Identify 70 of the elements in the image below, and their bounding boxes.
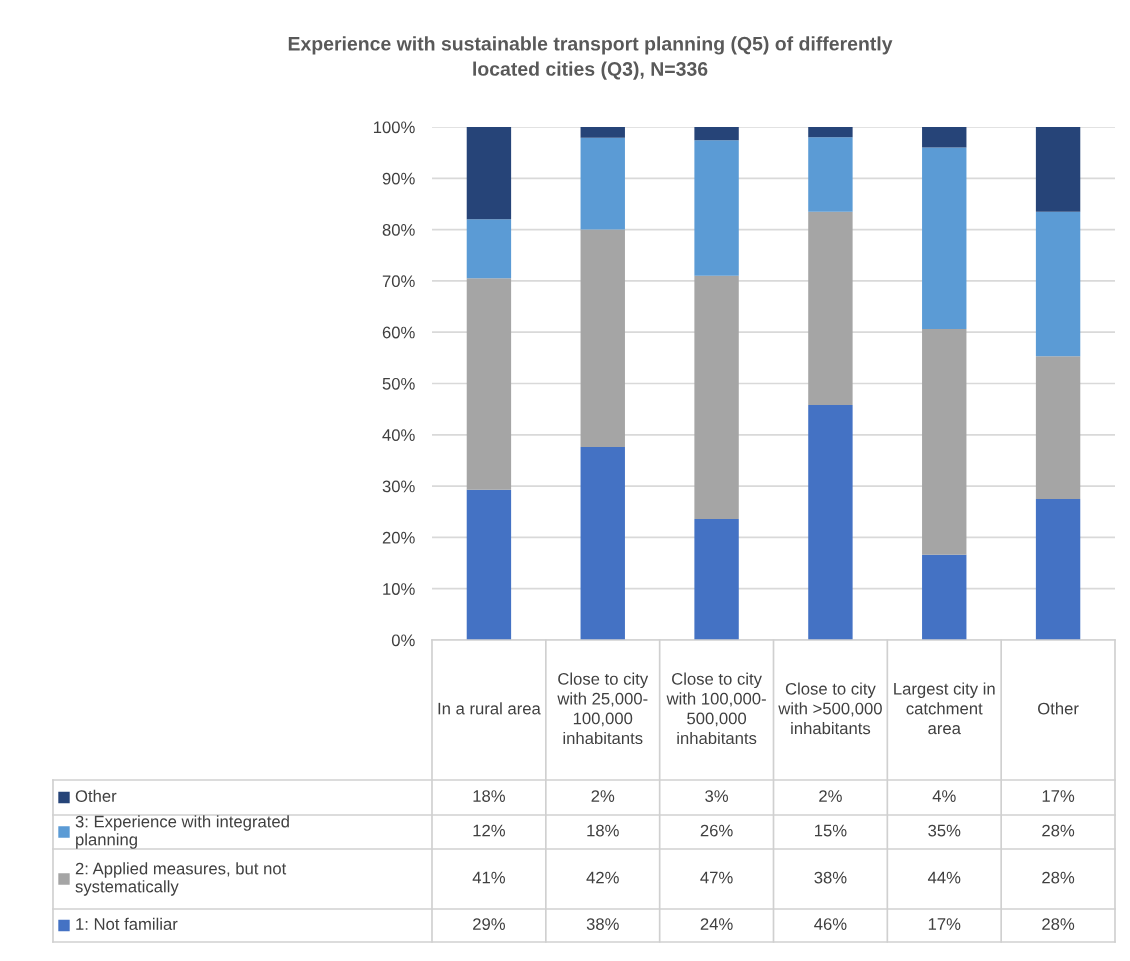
x-tick-label: In a rural area <box>438 702 541 715</box>
y-tick-label: 60% <box>382 326 415 339</box>
legend-label: Other <box>75 789 117 802</box>
legend-label: 1: Not familiar <box>76 917 178 930</box>
data-label: 42% <box>586 871 619 884</box>
x-tick-label: Close to city with >500,000 inhabitants <box>778 682 882 735</box>
y-tick-label: 30% <box>382 480 415 493</box>
legend-label: 2: Applied measures, but not systematically <box>75 862 287 896</box>
bar <box>1035 127 1081 212</box>
bar <box>922 554 967 640</box>
data-label: 4% <box>932 790 956 802</box>
y-tick-label: 70% <box>382 275 415 288</box>
bar <box>1035 498 1081 640</box>
bar <box>466 278 512 490</box>
bar <box>466 219 512 279</box>
data-label: 2% <box>819 790 842 802</box>
bar <box>694 518 739 640</box>
x-tick-label: Close to city with 100,000-500,000 inhabitants <box>666 672 766 745</box>
bar <box>808 405 853 640</box>
data-label: 28% <box>1042 918 1075 930</box>
bar <box>1035 211 1081 357</box>
y-tick-label: 10% <box>383 583 415 595</box>
bar <box>580 447 625 640</box>
bar <box>694 127 739 141</box>
data-label: 18% <box>587 824 619 837</box>
y-tick-label: 90% <box>382 172 415 185</box>
bar <box>466 489 512 640</box>
data-label: 17% <box>928 918 961 930</box>
bar <box>1035 356 1081 499</box>
data-label: 47% <box>700 871 733 884</box>
x-tick-label: Close to city with 25,000-100,000 inhabitants <box>557 672 649 745</box>
data-label: 28% <box>1042 824 1075 837</box>
y-tick-label: 0% <box>391 634 415 647</box>
data-label: 18% <box>473 790 505 802</box>
bar <box>580 137 625 230</box>
bar <box>808 137 853 212</box>
data-label: 38% <box>586 918 619 930</box>
data-label: 41% <box>472 871 505 884</box>
data-label: 46% <box>814 918 847 930</box>
bar <box>580 229 625 448</box>
data-label: 15% <box>815 824 847 837</box>
bar <box>808 211 853 406</box>
data-label: 35% <box>928 824 961 837</box>
data-label: 24% <box>700 918 733 930</box>
data-label: 29% <box>473 918 505 930</box>
chart-title: Experience with sustainable transport planning (Q5) of differently located cities (Q3), N=336 <box>288 36 893 80</box>
data-label: 28% <box>1042 871 1075 884</box>
data-label: 12% <box>473 824 505 837</box>
x-tick-label: Largest city in catchment area <box>894 682 995 735</box>
data-label: 26% <box>700 824 733 837</box>
data-label: 17% <box>1042 790 1075 802</box>
y-tick-label: 40% <box>382 429 415 441</box>
bar <box>922 147 967 330</box>
bar <box>808 127 853 138</box>
bar <box>922 329 967 555</box>
y-tick-label: 100% <box>373 121 415 134</box>
x-tick-label: Other <box>1038 702 1079 715</box>
data-label: 44% <box>927 871 961 884</box>
legend-label: 3: Experience with integrated planning <box>75 815 289 849</box>
y-tick-label: 50% <box>382 377 415 390</box>
y-tick-label: 20% <box>382 531 415 544</box>
bar <box>694 275 739 519</box>
data-label: 3% <box>705 790 729 802</box>
data-label: 38% <box>814 871 847 884</box>
bar <box>922 127 967 148</box>
bar <box>580 127 625 138</box>
data-label: 2% <box>591 790 615 802</box>
bar <box>694 140 739 276</box>
y-tick-label: 80% <box>382 224 415 236</box>
bar <box>466 127 512 220</box>
